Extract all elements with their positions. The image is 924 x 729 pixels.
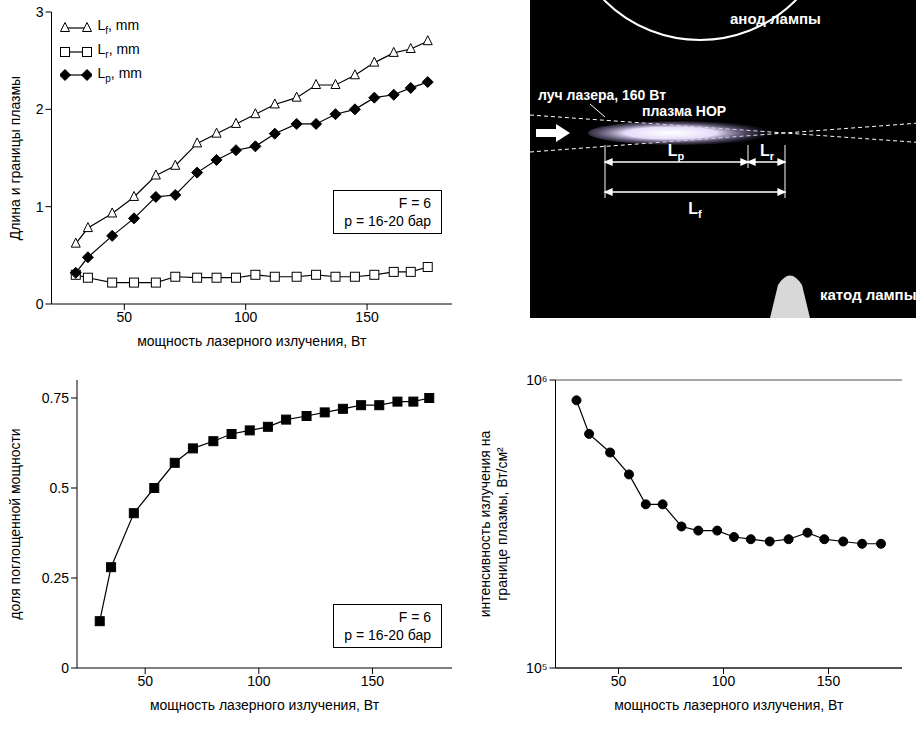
svg-text:границе плазмы, Вт/см²: границе плазмы, Вт/см² [494, 447, 510, 601]
svg-text:Длина и границы плазмы: Длина и границы плазмы [7, 76, 23, 240]
html-text:p = 16-20 бар: p = 16-20 бар [344, 627, 431, 643]
svg-text:1: 1 [36, 199, 44, 215]
svg-text:0: 0 [36, 296, 44, 312]
svg-text:150: 150 [361, 673, 385, 689]
svg-text:Lp: Lp [668, 142, 685, 162]
svg-text:Lr: Lr [760, 142, 775, 162]
svg-text:100: 100 [234, 309, 258, 325]
html-text:Lr, mm: Lr, mm [97, 40, 140, 60]
svg-text:100: 100 [247, 673, 271, 689]
html-text:Lf, mm: Lf, mm [97, 17, 140, 36]
svg-text:анод лампы: анод лампы [730, 10, 821, 27]
svg-text:мощность лазерного излучения,: мощность лазерного излучения, Вт [150, 697, 380, 713]
svg-text:катод лампы: катод лампы [820, 286, 916, 303]
html-text:F = 6: F = 6 [398, 195, 431, 211]
svg-text:50: 50 [137, 673, 153, 689]
svg-text:3: 3 [36, 4, 44, 20]
html-text:p = 16-20 бар: p = 16-20 бар [344, 213, 431, 229]
svg-text:мощность лазерного излучения,: мощность лазерного излучения, Вт [137, 333, 367, 349]
svg-text:0.25: 0.25 [42, 570, 69, 586]
svg-text:0: 0 [61, 660, 69, 676]
html-text:Lp, mm: Lp, mm [97, 64, 142, 84]
svg-text:доля поглощенной мощности: доля поглощенной мощности [7, 428, 23, 619]
html-text:F = 6: F = 6 [398, 609, 431, 625]
svg-text:плазма НОР: плазма НОР [642, 103, 726, 119]
svg-text:2: 2 [36, 101, 44, 117]
svg-text:0.5: 0.5 [50, 480, 70, 496]
svg-text:интенсивность излучения на: интенсивность излучения на [477, 431, 493, 618]
svg-text:50: 50 [117, 309, 133, 325]
svg-text:луч лазера, 160 Вт: луч лазера, 160 Вт [538, 87, 666, 103]
svg-text:10⁵: 10⁵ [526, 660, 547, 676]
svg-text:100: 100 [712, 673, 736, 689]
svg-text:150: 150 [817, 673, 841, 689]
svg-text:Lf: Lf [688, 200, 702, 220]
svg-text:150: 150 [355, 309, 379, 325]
svg-text:10⁶: 10⁶ [526, 372, 547, 388]
svg-text:50: 50 [611, 673, 627, 689]
svg-text:0.75: 0.75 [42, 390, 69, 406]
svg-text:мощность лазерного излучения,: мощность лазерного излучения, Вт [614, 697, 844, 713]
